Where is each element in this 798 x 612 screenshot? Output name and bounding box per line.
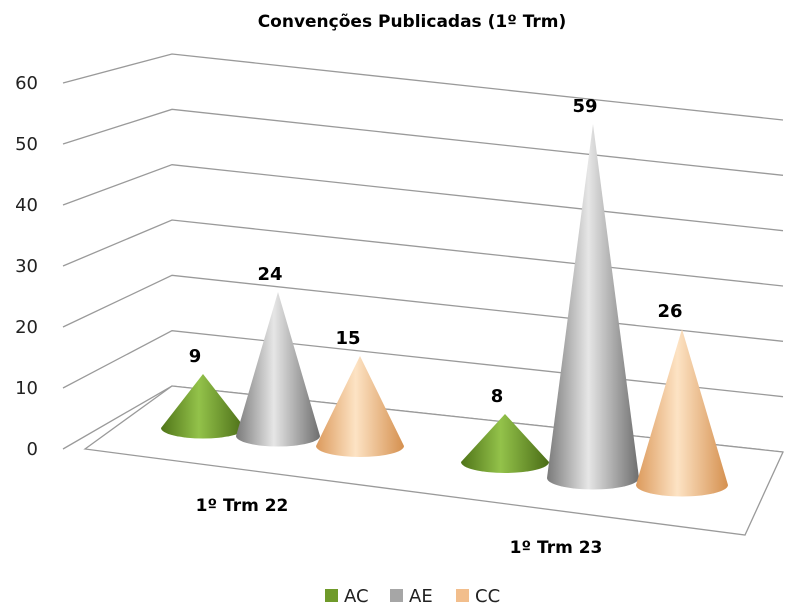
gridline (62, 108, 784, 176)
legend-swatch-cc (456, 589, 469, 602)
data-label-cc-2: 26 (657, 301, 682, 322)
y-tick-label: 30 (15, 256, 38, 277)
chart-title: Convenções Publicadas (1º Trm) (258, 12, 567, 32)
data-labels: 9 24 15 8 59 26 (189, 96, 683, 407)
legend-label-ac: AC (344, 586, 369, 607)
cone-ac-2 (461, 414, 549, 473)
gridlines (62, 53, 784, 453)
legend-label-cc: CC (475, 586, 500, 607)
data-label-ae-1: 24 (257, 264, 282, 285)
cone-ae-1 (236, 292, 320, 447)
y-tick-label: 10 (15, 378, 38, 399)
cone-cc-1 (316, 356, 404, 457)
category-label-2: 1º Trm 23 (510, 538, 603, 558)
legend-swatch-ae (390, 589, 403, 602)
legend-label-ae: AE (409, 586, 433, 607)
data-label-ae-2: 59 (572, 96, 597, 117)
legend: AC AE CC (325, 586, 500, 607)
cone-ae-2 (547, 124, 639, 490)
data-label-cc-1: 15 (335, 328, 360, 349)
y-tick-label: 40 (15, 195, 38, 216)
y-tick-label: 50 (15, 134, 38, 155)
y-tick-label: 60 (15, 73, 38, 94)
gridline (62, 164, 784, 232)
data-label-ac-2: 8 (491, 386, 504, 407)
y-tick-label: 0 (27, 439, 38, 460)
cones (161, 124, 728, 497)
category-label-1: 1º Trm 22 (196, 496, 289, 516)
data-label-ac-1: 9 (189, 346, 202, 367)
legend-swatch-ac (325, 589, 338, 602)
cone-ac-1 (161, 374, 245, 439)
y-axis-ticks: 0 10 20 30 40 50 60 (15, 73, 38, 460)
gridline (62, 53, 784, 121)
y-tick-label: 20 (15, 317, 38, 338)
cone-cc-2 (636, 329, 728, 497)
